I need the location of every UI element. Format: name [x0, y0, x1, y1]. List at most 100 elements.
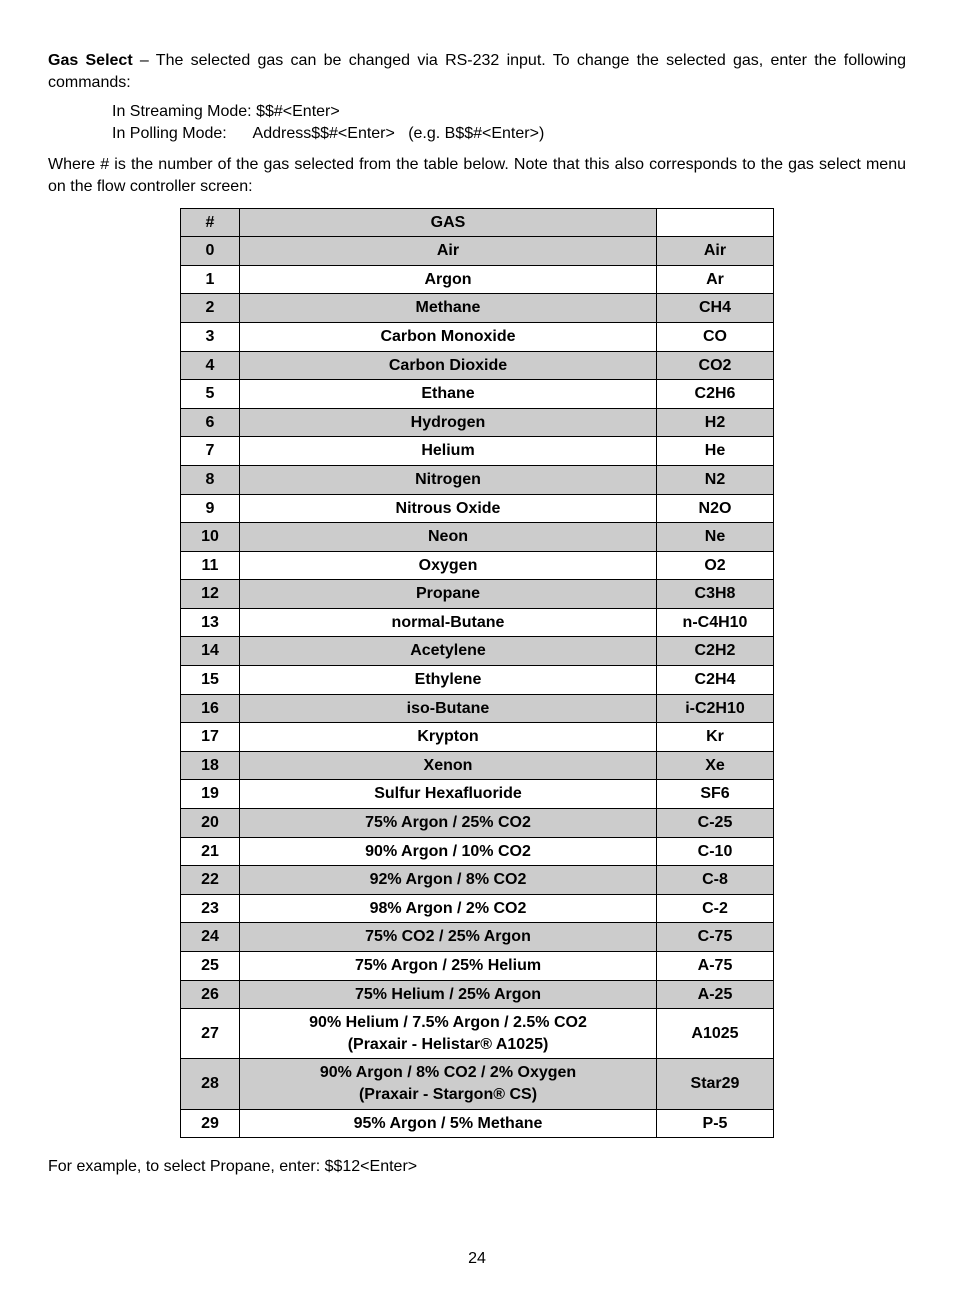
cell-gas: Helium	[240, 437, 657, 466]
cell-symbol: Kr	[657, 723, 774, 752]
cell-symbol: N2	[657, 465, 774, 494]
table-row: 2790% Helium / 7.5% Argon / 2.5% CO2(Pra…	[181, 1009, 774, 1059]
table-row: 14AcetyleneC2H2	[181, 637, 774, 666]
table-row: 4Carbon DioxideCO2	[181, 351, 774, 380]
table-row: 2890% Argon / 8% CO2 / 2% Oxygen(Praxair…	[181, 1059, 774, 1109]
cell-symbol: C2H2	[657, 637, 774, 666]
cell-number: 0	[181, 237, 240, 266]
cell-gas: Hydrogen	[240, 408, 657, 437]
cell-symbol: H2	[657, 408, 774, 437]
table-row: 12PropaneC3H8	[181, 580, 774, 609]
cell-gas: Krypton	[240, 723, 657, 752]
cell-symbol: C2H6	[657, 380, 774, 409]
cell-symbol: i-C2H10	[657, 694, 774, 723]
cell-symbol: Star29	[657, 1059, 774, 1109]
cell-symbol: N2O	[657, 494, 774, 523]
cell-number: 28	[181, 1059, 240, 1109]
header-symbol-blank	[657, 208, 774, 237]
cell-gas: Sulfur Hexafluoride	[240, 780, 657, 809]
table-row: 18XenonXe	[181, 751, 774, 780]
cell-gas: 90% Helium / 7.5% Argon / 2.5% CO2(Praxa…	[240, 1009, 657, 1059]
cell-number: 2	[181, 294, 240, 323]
cell-gas: 90% Argon / 10% CO2	[240, 837, 657, 866]
cell-gas: Methane	[240, 294, 657, 323]
table-row: 3Carbon MonoxideCO	[181, 322, 774, 351]
cell-number: 16	[181, 694, 240, 723]
cell-gas: Acetylene	[240, 637, 657, 666]
cell-number: 8	[181, 465, 240, 494]
cell-number: 11	[181, 551, 240, 580]
cell-gas: iso-Butane	[240, 694, 657, 723]
table-row: 2MethaneCH4	[181, 294, 774, 323]
cell-gas: Propane	[240, 580, 657, 609]
table-row: 5EthaneC2H6	[181, 380, 774, 409]
cell-number: 3	[181, 322, 240, 351]
cell-number: 19	[181, 780, 240, 809]
cell-gas: Ethane	[240, 380, 657, 409]
cell-number: 24	[181, 923, 240, 952]
cell-symbol: Air	[657, 237, 774, 266]
cell-number: 21	[181, 837, 240, 866]
where-paragraph: Where # is the number of the gas selecte…	[48, 154, 906, 197]
cell-symbol: Ne	[657, 523, 774, 552]
table-row: 2190% Argon / 10% CO2C-10	[181, 837, 774, 866]
cell-number: 9	[181, 494, 240, 523]
cell-number: 23	[181, 894, 240, 923]
cell-gas: Carbon Monoxide	[240, 322, 657, 351]
cell-symbol: P-5	[657, 1109, 774, 1138]
table-row: 2398% Argon / 2% CO2C-2	[181, 894, 774, 923]
table-row: 17KryptonKr	[181, 723, 774, 752]
cell-number: 14	[181, 637, 240, 666]
table-row: 6HydrogenH2	[181, 408, 774, 437]
table-row: 2575% Argon / 25% HeliumA-75	[181, 952, 774, 981]
cell-gas: Argon	[240, 265, 657, 294]
cell-gas: 95% Argon / 5% Methane	[240, 1109, 657, 1138]
table-row: 2292% Argon / 8% CO2C-8	[181, 866, 774, 895]
table-row: 1ArgonAr	[181, 265, 774, 294]
cell-gas: Xenon	[240, 751, 657, 780]
table-row: 10NeonNe	[181, 523, 774, 552]
table-row: 9Nitrous OxideN2O	[181, 494, 774, 523]
table-row: 0AirAir	[181, 237, 774, 266]
cell-symbol: CO	[657, 322, 774, 351]
table-row: 15EthyleneC2H4	[181, 666, 774, 695]
command-block: In Streaming Mode: $$#<Enter> In Polling…	[112, 101, 906, 144]
cell-gas: Air	[240, 237, 657, 266]
cell-symbol: Xe	[657, 751, 774, 780]
table-row: 13normal-Butanen-C4H10	[181, 608, 774, 637]
cell-symbol: CH4	[657, 294, 774, 323]
cell-number: 29	[181, 1109, 240, 1138]
table-row: 7HeliumHe	[181, 437, 774, 466]
header-number: #	[181, 208, 240, 237]
cell-gas: 75% CO2 / 25% Argon	[240, 923, 657, 952]
header-gas: GAS	[240, 208, 657, 237]
cell-symbol: C-8	[657, 866, 774, 895]
cell-symbol: O2	[657, 551, 774, 580]
cell-symbol: He	[657, 437, 774, 466]
table-row: 2675% Helium / 25% ArgonA-25	[181, 980, 774, 1009]
cell-symbol: A-75	[657, 952, 774, 981]
cell-symbol: C3H8	[657, 580, 774, 609]
streaming-mode-line: In Streaming Mode: $$#<Enter>	[112, 101, 906, 123]
gas-table-header-row: # GAS	[181, 208, 774, 237]
cell-gas: normal-Butane	[240, 608, 657, 637]
cell-gas: Ethylene	[240, 666, 657, 695]
table-row: 11OxygenO2	[181, 551, 774, 580]
table-row: 8NitrogenN2	[181, 465, 774, 494]
cell-number: 6	[181, 408, 240, 437]
cell-gas: 92% Argon / 8% CO2	[240, 866, 657, 895]
cell-gas: 98% Argon / 2% CO2	[240, 894, 657, 923]
cell-gas: 75% Argon / 25% CO2	[240, 809, 657, 838]
cell-number: 26	[181, 980, 240, 1009]
cell-symbol: C-75	[657, 923, 774, 952]
cell-number: 7	[181, 437, 240, 466]
cell-gas: Nitrous Oxide	[240, 494, 657, 523]
cell-symbol: C2H4	[657, 666, 774, 695]
cell-gas: 75% Helium / 25% Argon	[240, 980, 657, 1009]
cell-number: 18	[181, 751, 240, 780]
gas-table-body: 0AirAir1ArgonAr2MethaneCH43Carbon Monoxi…	[181, 237, 774, 1138]
cell-number: 13	[181, 608, 240, 637]
cell-gas: Carbon Dioxide	[240, 351, 657, 380]
gas-table: # GAS 0AirAir1ArgonAr2MethaneCH43Carbon …	[180, 208, 774, 1139]
table-row: 2075% Argon / 25% CO2C-25	[181, 809, 774, 838]
